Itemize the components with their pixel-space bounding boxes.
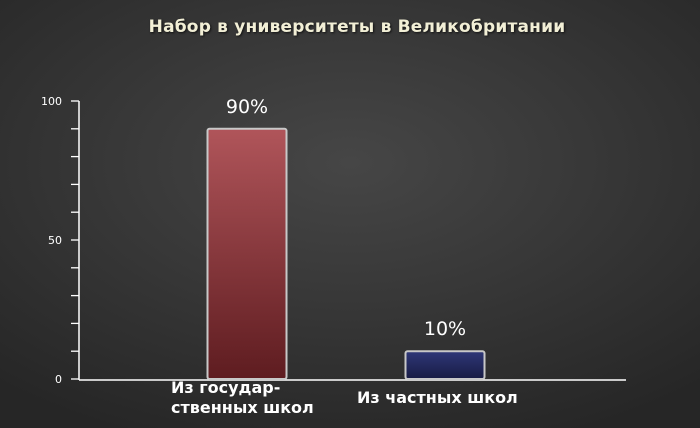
y-tick-label: 50 xyxy=(48,234,62,247)
y-tick-label: 100 xyxy=(41,95,62,108)
bar-0 xyxy=(206,127,288,380)
bars xyxy=(206,127,486,381)
bar-1 xyxy=(404,350,486,381)
x-label-state-schools: Из государ- ственных школ xyxy=(171,378,314,417)
axes: 0 50 100 xyxy=(41,95,626,386)
y-tick-label: 0 xyxy=(55,373,62,386)
chart-title: Набор в университеты в Великобритании xyxy=(148,17,566,37)
data-label-1: 10% xyxy=(424,318,466,340)
data-labels: 90% 10% xyxy=(226,96,466,340)
x-label-private-schools: Из частных школ xyxy=(357,388,518,407)
data-label-0: 90% xyxy=(226,96,268,118)
